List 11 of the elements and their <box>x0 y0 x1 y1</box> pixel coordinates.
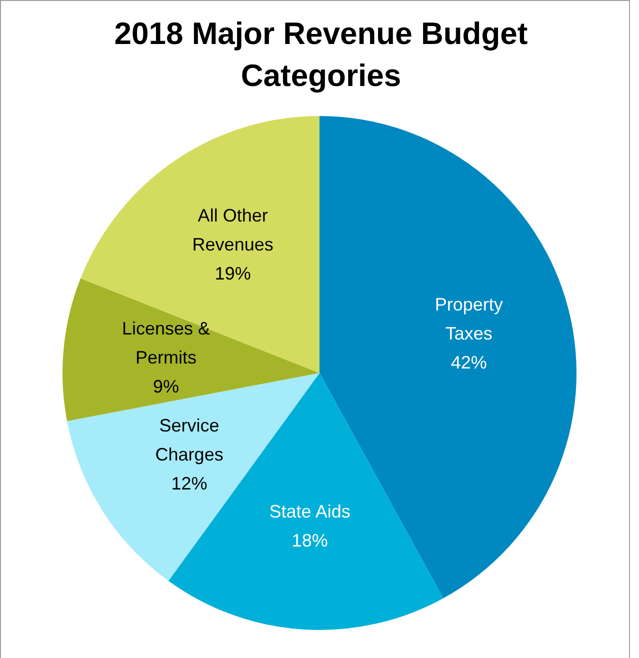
data-label: 19% <box>214 263 251 284</box>
data-label: 18% <box>292 530 328 550</box>
slice-label: Service Charges <box>155 416 224 465</box>
data-label: 9% <box>152 376 179 396</box>
data-label: 42% <box>450 352 487 373</box>
slice-label: Licenses & Permits <box>122 318 210 368</box>
slice-label: State Aids <box>269 501 350 522</box>
chart-title: 2018 Major Revenue Budget Categories <box>113 15 529 95</box>
slice-label: Property Taxes <box>434 294 503 344</box>
data-label: 12% <box>171 474 208 494</box>
slice-label: All Other Revenues <box>192 205 274 254</box>
